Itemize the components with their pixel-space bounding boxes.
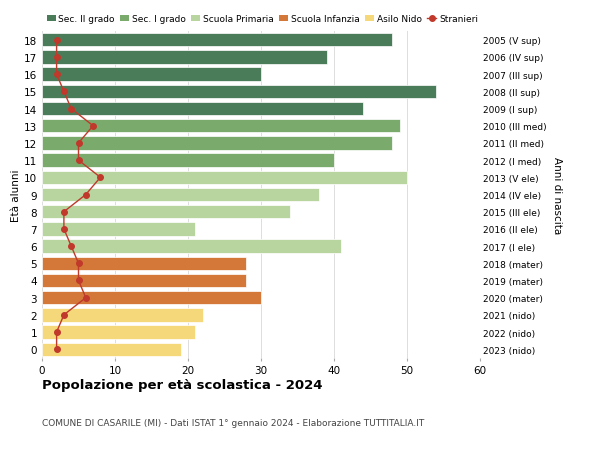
Bar — [42, 154, 334, 168]
Bar — [42, 171, 407, 185]
Bar — [42, 291, 261, 305]
Bar — [42, 223, 196, 236]
Bar — [42, 103, 363, 116]
Y-axis label: Età alunni: Età alunni — [11, 169, 21, 221]
Y-axis label: Anni di nascita: Anni di nascita — [552, 157, 562, 234]
Bar — [42, 257, 247, 270]
Bar — [42, 274, 247, 287]
Text: Popolazione per età scolastica - 2024: Popolazione per età scolastica - 2024 — [42, 379, 323, 392]
Bar — [42, 343, 181, 356]
Legend: Sec. II grado, Sec. I grado, Scuola Primaria, Scuola Infanzia, Asilo Nido, Stran: Sec. II grado, Sec. I grado, Scuola Prim… — [47, 16, 478, 24]
Bar — [42, 34, 392, 47]
Bar — [42, 206, 290, 219]
Bar — [42, 308, 203, 322]
Bar — [42, 120, 400, 133]
Bar — [42, 325, 196, 339]
Bar — [42, 68, 261, 82]
Bar — [42, 240, 341, 253]
Text: COMUNE DI CASARILE (MI) - Dati ISTAT 1° gennaio 2024 - Elaborazione TUTTITALIA.I: COMUNE DI CASARILE (MI) - Dati ISTAT 1° … — [42, 418, 424, 427]
Bar — [42, 188, 319, 202]
Bar — [42, 137, 392, 150]
Bar — [42, 51, 326, 65]
Bar — [42, 85, 436, 99]
